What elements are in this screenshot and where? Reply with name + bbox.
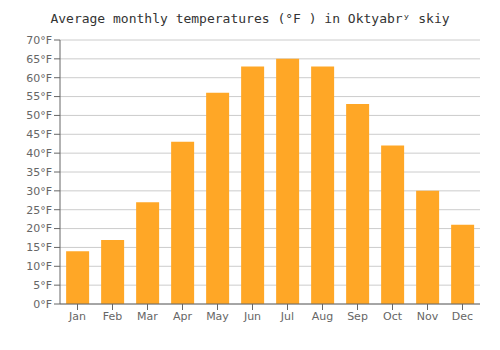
svg-text:65°F: 65°F — [26, 53, 52, 66]
svg-text:30°F: 30°F — [26, 185, 52, 198]
svg-text:Jun: Jun — [243, 310, 261, 323]
svg-text:0°F: 0°F — [33, 298, 52, 311]
svg-text:10°F: 10°F — [26, 260, 52, 273]
svg-text:5°F: 5°F — [33, 279, 52, 292]
svg-text:60°F: 60°F — [26, 72, 52, 85]
svg-text:Mar: Mar — [137, 310, 158, 323]
svg-text:Nov: Nov — [417, 310, 439, 323]
svg-text:20°F: 20°F — [26, 222, 52, 235]
svg-text:35°F: 35°F — [26, 166, 52, 179]
svg-text:15°F: 15°F — [26, 241, 52, 254]
svg-text:25°F: 25°F — [26, 204, 52, 217]
svg-text:Jan: Jan — [68, 310, 86, 323]
svg-text:55°F: 55°F — [26, 90, 52, 103]
svg-text:Oct: Oct — [383, 310, 403, 323]
html-text:Average monthly temperatures (: Average monthly temperatures (°F ) in Ok… — [50, 11, 450, 26]
svg-text:Aug: Aug — [312, 310, 333, 323]
svg-text:Feb: Feb — [103, 310, 122, 323]
svg-text:Dec: Dec — [452, 310, 473, 323]
svg-text:50°F: 50°F — [26, 109, 52, 122]
svg-text:Sep: Sep — [347, 310, 368, 323]
svg-text:Apr: Apr — [173, 310, 193, 323]
svg-text:40°F: 40°F — [26, 147, 52, 160]
svg-text:70°F: 70°F — [26, 34, 52, 47]
svg-text:May: May — [206, 310, 229, 323]
svg-text:45°F: 45°F — [26, 128, 52, 141]
svg-text:Jul: Jul — [280, 310, 294, 323]
